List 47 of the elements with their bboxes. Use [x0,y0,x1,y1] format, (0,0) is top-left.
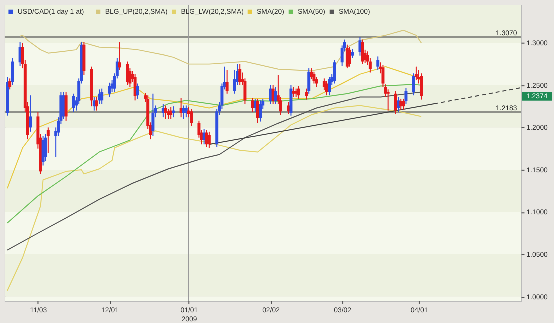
candlestick [46,127,50,154]
line-series [7,105,422,292]
candlestick [402,98,406,110]
candlestick [100,88,104,105]
candlestick [315,76,318,88]
candlestick [8,78,12,90]
candlestick [64,92,68,122]
candlestick [184,105,188,118]
candlestick [328,76,332,96]
candlestick [351,48,354,59]
candlestick [72,93,76,113]
candlestick [305,88,308,100]
candlestick [134,74,137,102]
candlestick [346,44,349,70]
candlestick [152,93,155,137]
candlestick [312,71,316,84]
candlestick [226,70,229,94]
candlestick [358,36,362,56]
candlestick [420,73,424,100]
candlestick [44,134,48,162]
candlestick [251,98,254,113]
candlestick [136,83,140,100]
candlestick [11,58,14,86]
candlestick [259,100,262,122]
candlestick [412,73,416,96]
candlestick [208,131,211,148]
candlestick [29,95,32,132]
candlestick [348,46,352,68]
candlestick [164,105,168,120]
candlestick [382,64,385,88]
candlestick [361,39,364,65]
candlestick [172,106,176,118]
candlestick [397,96,400,113]
candlestick [95,96,98,112]
candlestick [190,108,194,127]
line-series [7,66,422,190]
candlestick [322,78,326,92]
candlestick [297,86,300,100]
candlestick [310,68,314,80]
candlestick [333,60,336,84]
candlestick [414,66,418,81]
candlestick [238,64,242,86]
candlestick [394,90,398,115]
candlestick [376,56,380,71]
candlestick [308,68,311,94]
candlestick [118,42,122,71]
candlestick [404,87,408,105]
